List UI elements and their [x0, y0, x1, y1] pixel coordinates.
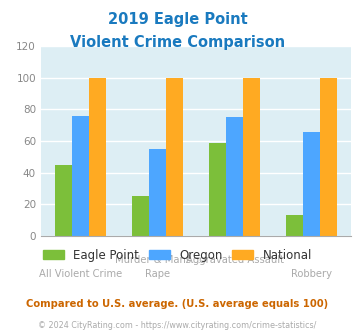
- Text: 2019 Eagle Point: 2019 Eagle Point: [108, 12, 247, 26]
- Text: Compared to U.S. average. (U.S. average equals 100): Compared to U.S. average. (U.S. average …: [26, 299, 329, 309]
- Text: Murder & Mans...: Murder & Mans...: [115, 255, 201, 265]
- Bar: [286, 215, 304, 236]
- Bar: [72, 116, 89, 236]
- Bar: [304, 132, 320, 236]
- Text: Aggravated Assault: Aggravated Assault: [186, 255, 284, 265]
- Legend: Eagle Point, Oregon, National: Eagle Point, Oregon, National: [38, 244, 317, 266]
- Bar: [243, 78, 260, 236]
- Bar: [89, 78, 106, 236]
- Bar: [166, 78, 183, 236]
- Bar: [132, 196, 149, 236]
- Bar: [55, 165, 72, 236]
- Text: All Violent Crime: All Violent Crime: [39, 269, 122, 279]
- Text: © 2024 CityRating.com - https://www.cityrating.com/crime-statistics/: © 2024 CityRating.com - https://www.city…: [38, 321, 317, 330]
- Text: Robbery: Robbery: [291, 269, 332, 279]
- Text: Violent Crime Comparison: Violent Crime Comparison: [70, 35, 285, 50]
- Bar: [209, 143, 226, 236]
- Bar: [226, 117, 243, 236]
- Bar: [320, 78, 337, 236]
- Bar: [149, 149, 166, 236]
- Text: Rape: Rape: [145, 269, 170, 279]
